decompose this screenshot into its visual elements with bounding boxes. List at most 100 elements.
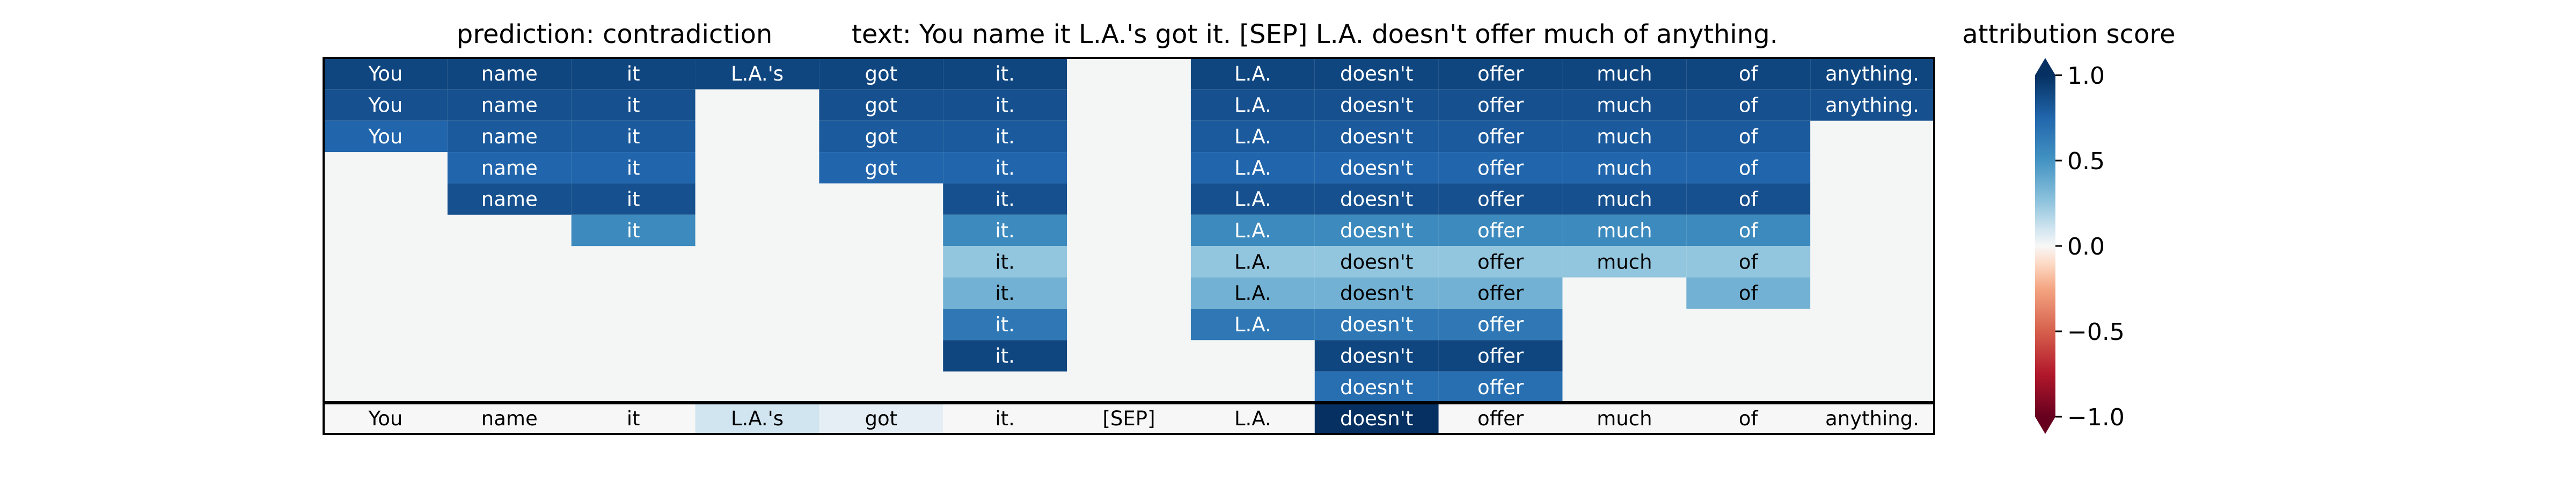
heatmap-cell-label: offer — [1477, 282, 1524, 305]
heatmap-cell — [943, 120, 1067, 153]
heatmap-cell — [1314, 183, 1439, 215]
heatmap-cell — [571, 58, 696, 90]
heatmap-cell-label: of — [1739, 62, 1759, 85]
bottom-token-label: anything. — [1825, 407, 1919, 430]
heatmap-cell — [1686, 152, 1811, 184]
heatmap-cell-label: offer — [1477, 313, 1524, 336]
bottom-token-cell — [571, 403, 696, 434]
bottom-token-label: of — [1739, 407, 1759, 430]
heatmap-cell-label: offer — [1477, 125, 1524, 148]
prediction-title: prediction: contradiction — [457, 19, 773, 49]
heatmap-cell-label: much — [1597, 156, 1652, 179]
colorbar-gradient — [2035, 75, 2055, 417]
bottom-token-label: doesn't — [1340, 407, 1413, 430]
heatmap-cell — [943, 89, 1067, 121]
heatmap-cell — [1190, 277, 1315, 309]
bottom-token-cell — [943, 403, 1067, 434]
heatmap-cell-label: it. — [995, 313, 1015, 336]
bottom-token-label: got — [865, 407, 897, 430]
heatmap-cell — [447, 58, 572, 90]
heatmap-cell — [1314, 277, 1439, 309]
heatmap-cell-label: of — [1739, 250, 1759, 273]
heatmap-cell — [1438, 340, 1563, 372]
heatmap-cell-label: You — [368, 125, 403, 148]
heatmap-cell — [1686, 58, 1811, 90]
heatmap-cell-label: got — [865, 156, 897, 179]
bottom-token-label: L.A. — [1234, 407, 1271, 430]
heatmap-cell — [447, 89, 572, 121]
heatmap-cell — [571, 183, 696, 215]
bottom-token-cell — [1438, 403, 1563, 434]
heatmap-cell-label: it — [627, 188, 640, 211]
heatmap-grid: You name it L.A.'s got it. L.A. doesn't offer muc… — [323, 57, 1935, 404]
heatmap-cell-label: L.A. — [1234, 282, 1271, 305]
heatmap-cell — [1438, 183, 1563, 215]
heatmap-cell — [571, 152, 696, 184]
heatmap-cell — [1190, 308, 1315, 340]
heatmap-cell — [819, 120, 943, 153]
heatmap-cell — [1314, 246, 1439, 278]
heatmap-cell — [324, 89, 448, 121]
heatmap-cell-label: anything. — [1825, 94, 1919, 117]
heatmap-cell — [1810, 89, 1934, 121]
heatmap-cell — [943, 308, 1067, 340]
heatmap-cell-label: doesn't — [1340, 125, 1413, 148]
heatmap-cell-label: doesn't — [1340, 313, 1413, 336]
heatmap-cell-label: doesn't — [1340, 94, 1413, 117]
heatmap-cell — [1314, 89, 1439, 121]
heatmap-cell — [1562, 120, 1687, 153]
heatmap-cell — [1190, 183, 1315, 215]
heatmap-cell — [1438, 246, 1563, 278]
heatmap-cell — [1438, 214, 1563, 246]
heatmap-cell — [943, 152, 1067, 184]
colorbar-tick-label: 0.0 — [2067, 233, 2105, 260]
bottom-token-label: name — [481, 407, 538, 430]
colorbar-tick-label: 0.5 — [2067, 148, 2105, 175]
heatmap-cell-label: it. — [995, 156, 1015, 179]
heatmap-cell-label: much — [1597, 219, 1652, 242]
heatmap-cell-label: L.A. — [1234, 156, 1271, 179]
heatmap-cell — [1314, 58, 1439, 90]
heatmap-cell — [1190, 89, 1315, 121]
heatmap-cell-label: it. — [995, 282, 1015, 305]
heatmap-cell — [1314, 120, 1439, 153]
bottom-token-cell — [1314, 403, 1439, 434]
heatmap-cell — [695, 58, 819, 90]
heatmap-cell — [943, 340, 1067, 372]
heatmap-cell — [571, 214, 696, 246]
heatmap-cell — [819, 89, 943, 121]
heatmap-cell-label: it — [627, 94, 640, 117]
colorbar-tick-label: 1.0 — [2067, 62, 2105, 90]
bottom-token-label: it — [627, 407, 640, 430]
heatmap-cell-label: offer — [1477, 188, 1524, 211]
heatmap-cell — [1562, 214, 1687, 246]
heatmap-cell — [324, 120, 448, 153]
heatmap-cell-label: doesn't — [1340, 188, 1413, 211]
bottom-token-cell — [1190, 403, 1315, 434]
heatmap-cell — [1686, 214, 1811, 246]
heatmap-cell-label: got — [865, 62, 897, 85]
heatmap-cell — [324, 58, 448, 90]
heatmap-cell — [1438, 277, 1563, 309]
heatmap-cell — [1314, 214, 1439, 246]
heatmap-cell-label: name — [481, 156, 538, 179]
bottom-token-cell — [447, 403, 572, 434]
colorbar-tick-label: −1.0 — [2067, 404, 2125, 431]
heatmap-cell-label: much — [1597, 62, 1652, 85]
heatmap-cell — [1562, 152, 1687, 184]
heatmap-cell-label: it — [627, 62, 640, 85]
heatmap-cell — [1562, 246, 1687, 278]
heatmap-cell — [1438, 371, 1563, 403]
heatmap-cell — [943, 277, 1067, 309]
heatmap-cell-label: offer — [1477, 376, 1524, 399]
heatmap-cell — [447, 120, 572, 153]
heatmap-cell-label: of — [1739, 188, 1759, 211]
colorbar-bottom-arrow — [2035, 417, 2055, 434]
heatmap-cell — [1686, 183, 1811, 215]
heatmap-cell-label: it. — [995, 125, 1015, 148]
heatmap-cell-label: got — [865, 125, 897, 148]
heatmap-cell — [1190, 214, 1315, 246]
heatmap-cell — [571, 89, 696, 121]
